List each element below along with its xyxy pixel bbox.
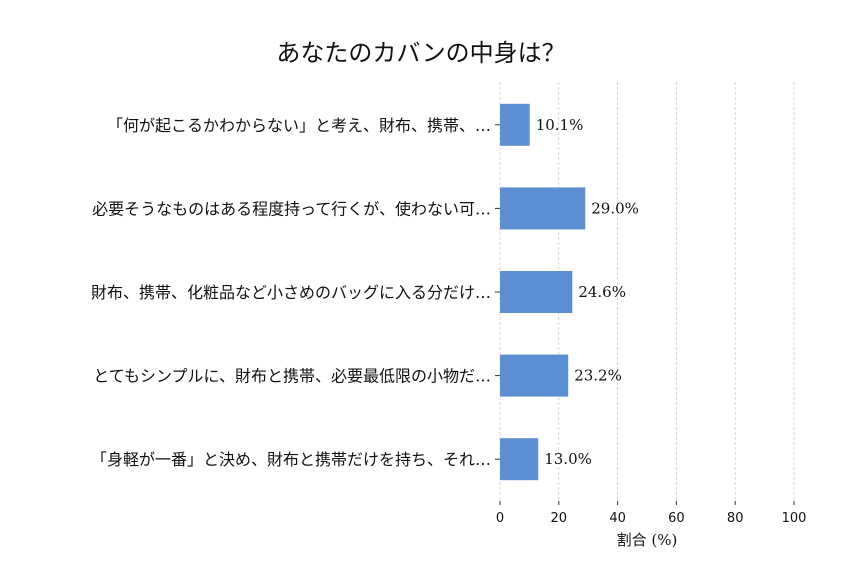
x-tick-label: 0 (496, 511, 504, 526)
category-label: 「何が起こるかわからない」と考え、財布、携帯、… (107, 116, 491, 135)
x-axis-label: 割合 (%) (617, 531, 678, 549)
bar (500, 438, 539, 481)
bar (500, 354, 569, 397)
data-label: 10.1% (536, 116, 584, 134)
x-tick-label: 20 (551, 511, 568, 526)
category-label: 必要そうなものはある程度持って行くが、使わない可… (92, 199, 491, 218)
chart-title: あなたのカバンの中身は？ (276, 39, 565, 67)
x-tick-label: 40 (609, 511, 626, 526)
x-tick-label: 80 (727, 511, 744, 526)
bar (500, 187, 586, 230)
category-label: 財布、携帯、化粧品など小さめのバッグに入る分だけ… (91, 283, 491, 302)
category-label: とてもシンプルに、財布と携帯、必要最低限の小物だ… (93, 367, 491, 386)
x-tick-label: 100 (782, 511, 807, 526)
data-label: 13.0% (544, 450, 592, 468)
data-label: 23.2% (574, 367, 622, 385)
data-label: 24.6% (578, 283, 626, 301)
data-label: 29.0% (591, 199, 639, 217)
x-tick-label: 60 (668, 511, 685, 526)
category-label: 「身軽が一番」と決め、財布と携帯だけを持ち、それ… (91, 450, 491, 469)
bar (500, 271, 573, 313)
bar (500, 103, 530, 146)
